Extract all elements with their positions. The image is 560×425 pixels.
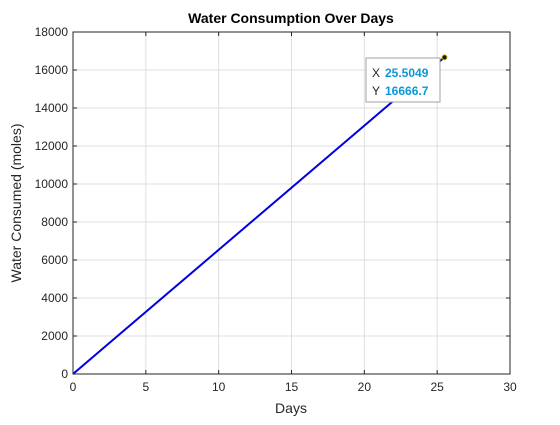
datatip-x-key: X <box>372 66 380 80</box>
x-tick-label: 20 <box>358 380 372 394</box>
datatip[interactable]: X 25.5049 Y 16666.7 <box>365 57 441 103</box>
y-tick-label: 0 <box>61 367 68 381</box>
x-tick-label: 0 <box>70 380 77 394</box>
y-tick-label: 18000 <box>35 25 69 39</box>
x-tick-label: 15 <box>285 380 299 394</box>
series-layer <box>72 56 446 375</box>
x-tick-label: 30 <box>503 380 517 394</box>
y-tick-label: 2000 <box>41 329 68 343</box>
series-line <box>72 56 446 375</box>
grid-lines <box>73 32 510 374</box>
datatip-marker[interactable] <box>441 54 448 61</box>
y-tick-label: 4000 <box>41 291 68 305</box>
y-tick-label: 8000 <box>41 215 68 229</box>
y-tick-label: 12000 <box>35 139 69 153</box>
y-tick-label: 6000 <box>41 253 68 267</box>
x-tick-label: 10 <box>212 380 226 394</box>
y-axis-ticks: 0 2000 4000 6000 8000 10000 12000 14000 16000 180… <box>35 25 510 381</box>
datatip-y-value: 16666.7 <box>385 84 429 98</box>
datatip-y-key: Y <box>372 84 380 98</box>
x-tick-label: 5 <box>142 380 149 394</box>
y-tick-label: 16000 <box>35 63 69 77</box>
y-tick-label: 14000 <box>35 101 69 115</box>
datatip-x-value: 25.5049 <box>385 66 429 80</box>
x-axis-ticks: 0 5 10 15 20 25 30 <box>70 32 517 394</box>
datatip-box <box>365 57 441 103</box>
x-tick-label: 25 <box>430 380 444 394</box>
y-tick-label: 10000 <box>35 177 69 191</box>
y-axis-label: Water Consumed (moles) <box>8 124 24 283</box>
x-axis-label: Days <box>275 400 307 416</box>
chart-title: Water Consumption Over Days <box>188 10 394 26</box>
